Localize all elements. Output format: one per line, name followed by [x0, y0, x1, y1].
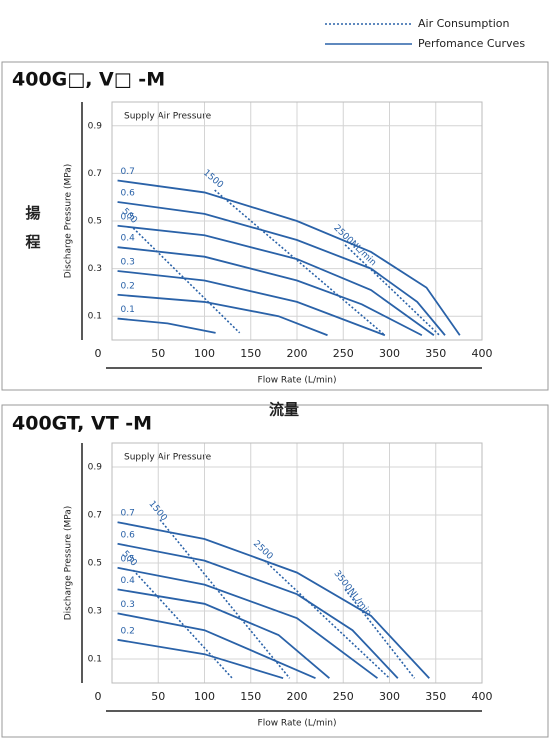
y-tick-label: 0.9 — [88, 121, 103, 131]
x-tick-label: 400 — [472, 690, 493, 703]
curve — [117, 293, 328, 337]
curve — [117, 317, 216, 334]
curve — [117, 179, 461, 336]
x-axis-label: Flow Rate (L/min) — [258, 376, 337, 386]
x-tick-label: 0 — [95, 347, 102, 360]
curve — [117, 521, 430, 679]
curve — [117, 612, 316, 680]
curve-label: 500 — [120, 207, 139, 226]
y-tick-label: 0.1 — [88, 312, 102, 322]
plot-frame — [111, 442, 483, 684]
curve — [117, 270, 386, 337]
side-label: 流量 — [269, 401, 299, 419]
curve — [117, 638, 284, 680]
curve — [344, 588, 416, 679]
x-tick-label: 150 — [240, 690, 261, 703]
curve-label: 0.4 — [121, 576, 136, 586]
x-tick-label: 400 — [472, 347, 493, 360]
y-tick-label: 0.7 — [88, 169, 102, 179]
x-tick-label: 0 — [95, 690, 102, 703]
x-tick-label: 150 — [240, 347, 261, 360]
curve — [117, 542, 399, 679]
x-tick-label: 300 — [379, 347, 400, 360]
x-tick-label: 50 — [151, 690, 165, 703]
curve-label: 1500 — [146, 499, 168, 523]
x-tick-label: 50 — [151, 347, 165, 360]
curve — [117, 246, 423, 337]
curve — [264, 560, 391, 679]
annotation: Supply Air Pressure — [124, 453, 212, 463]
annotation: Supply Air Pressure — [124, 112, 212, 122]
curve — [117, 566, 379, 679]
y-axis-label: Discharge Pressure (MPa) — [64, 506, 74, 621]
x-tick-label: 350 — [425, 347, 446, 360]
x-tick-label: 250 — [333, 347, 354, 360]
y-tick-label: 0.1 — [88, 655, 102, 665]
curve-label: 0.5 — [121, 554, 135, 564]
curve-label: 0.3 — [121, 600, 135, 610]
y-tick-label: 0.9 — [88, 463, 103, 473]
curve — [117, 224, 435, 336]
curve — [132, 227, 241, 334]
x-tick-label: 100 — [194, 690, 215, 703]
curve-label: 0.4 — [121, 234, 136, 244]
curve — [117, 588, 330, 679]
curve-label: 0.6 — [121, 188, 136, 198]
chart-title: 400GT, VT -M — [12, 413, 152, 435]
x-tick-label: 250 — [333, 690, 354, 703]
y-axis-label: Discharge Pressure (MPa) — [64, 164, 74, 279]
curve-label: 0.3 — [121, 257, 135, 267]
curve — [117, 201, 446, 336]
curve-label: 0.6 — [121, 530, 136, 540]
y-tick-label: 0.3 — [88, 264, 102, 274]
x-axis-label: Flow Rate (L/min) — [258, 719, 337, 729]
curve-label: 0.5 — [121, 212, 135, 222]
legend-label: Air Consumption — [418, 17, 509, 30]
y-tick-label: 0.7 — [88, 511, 102, 521]
y-tick-label: 0.3 — [88, 607, 102, 617]
curve-label: 500 — [120, 549, 139, 569]
curve-label: 0.1 — [121, 305, 135, 315]
curve-label: 0.7 — [121, 509, 135, 519]
curve-label: 0.2 — [121, 281, 135, 291]
x-tick-label: 100 — [194, 347, 215, 360]
curve — [132, 569, 233, 679]
curve-label: 2500 — [251, 539, 275, 562]
y-tick-label: 0.5 — [88, 559, 102, 569]
legend-label: Perfomance Curves — [418, 37, 525, 50]
x-tick-label: 300 — [379, 690, 400, 703]
panel-frame — [1, 404, 549, 738]
panel-frame — [1, 61, 549, 391]
curve — [214, 189, 386, 336]
y-tick-label: 0.5 — [88, 217, 102, 227]
x-tick-label: 350 — [425, 690, 446, 703]
x-tick-label: 200 — [287, 690, 308, 703]
curve-label: 0.2 — [121, 626, 135, 636]
side-label: 揚程 — [24, 205, 42, 263]
curve — [344, 244, 441, 336]
plot-frame — [111, 101, 483, 341]
chart-title: 400G□, V□ -M — [12, 69, 165, 91]
x-tick-label: 200 — [287, 347, 308, 360]
curve-label: 0.7 — [121, 167, 135, 177]
